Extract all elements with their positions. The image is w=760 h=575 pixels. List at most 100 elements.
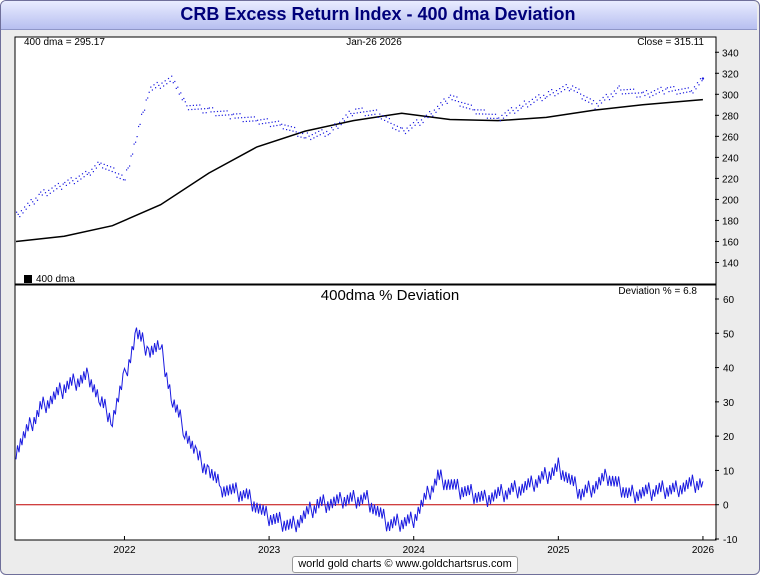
price-point: [678, 89, 680, 91]
price-point: [189, 105, 191, 107]
price-point: [432, 115, 434, 117]
price-point: [689, 91, 691, 93]
price-point: [363, 111, 365, 113]
price-point: [294, 126, 296, 129]
price-point: [46, 195, 48, 197]
price-point: [422, 121, 424, 124]
price-point: [220, 110, 222, 112]
price-point: [73, 183, 75, 185]
page-title: CRB Excess Return Index - 400 dma Deviat…: [180, 4, 576, 24]
price-point: [496, 117, 498, 119]
price-point: [242, 121, 244, 123]
price-point: [372, 109, 374, 112]
price-point: [698, 84, 700, 86]
price-point: [670, 86, 672, 88]
price-point: [316, 135, 318, 137]
price-point: [588, 101, 590, 103]
price-point: [49, 192, 51, 194]
price-point: [77, 180, 79, 182]
price-point: [474, 109, 476, 111]
price-point: [75, 177, 77, 179]
price-point: [541, 100, 543, 102]
price-tick-label: 280: [722, 111, 739, 122]
price-point: [649, 96, 651, 98]
price-point: [693, 86, 696, 88]
price-point: [155, 87, 157, 89]
price-point: [584, 99, 586, 102]
price-point: [318, 130, 320, 132]
price-point: [28, 204, 31, 207]
price-point: [531, 98, 533, 100]
price-point: [181, 99, 183, 101]
price-point: [453, 95, 455, 97]
price-point: [212, 107, 214, 109]
price-point: [457, 101, 460, 103]
price-point: [355, 108, 357, 110]
price-point: [158, 84, 160, 86]
price-point: [326, 130, 328, 133]
price-point: [350, 112, 352, 115]
price-point: [177, 86, 179, 88]
price-point: [634, 92, 636, 94]
price-point: [438, 108, 440, 110]
price-point: [62, 183, 64, 185]
price-point: [167, 77, 170, 80]
price-point: [255, 120, 257, 122]
price-point: [448, 96, 450, 99]
price-point: [351, 115, 353, 117]
x-axis: 2022 2023 2024 2025 2026: [113, 536, 715, 556]
price-point: [660, 86, 662, 88]
price-point: [108, 169, 110, 171]
price-point: [260, 119, 262, 121]
price-point: [172, 82, 174, 84]
price-point: [671, 90, 673, 92]
price-point: [676, 93, 678, 95]
price-point: [210, 111, 212, 113]
price-point: [284, 124, 286, 126]
price-point: [337, 127, 339, 129]
price-point: [417, 122, 419, 124]
price-point: [443, 98, 445, 100]
price-point: [528, 101, 530, 103]
price-point: [600, 102, 603, 104]
price-point: [642, 91, 644, 93]
price-point: [114, 172, 116, 174]
price-tick-label: 240: [722, 153, 739, 164]
x-tick-label: 2022: [113, 545, 136, 556]
price-point: [645, 90, 648, 92]
price-point: [608, 99, 611, 101]
price-point: [483, 109, 485, 111]
price-point: [380, 118, 382, 120]
price-point: [379, 113, 381, 115]
price-point: [331, 127, 333, 129]
dma-readout: 400 dma = 295.17: [24, 37, 105, 48]
price-point: [186, 105, 188, 107]
price-point: [151, 89, 153, 91]
price-point: [617, 87, 619, 89]
price-point: [353, 112, 355, 114]
price-point: [523, 100, 525, 102]
price-point: [395, 129, 397, 131]
x-tick-label: 2025: [547, 545, 570, 556]
price-point: [319, 134, 321, 136]
price-point: [480, 109, 482, 111]
price-point: [40, 191, 42, 193]
price-point: [322, 132, 325, 134]
price-point: [175, 87, 177, 89]
price-point: [356, 112, 358, 114]
price-point: [414, 124, 416, 126]
price-point: [440, 102, 442, 104]
price-point: [241, 117, 243, 119]
price-point: [461, 101, 463, 104]
deviation-tick-label: 20: [723, 432, 735, 443]
price-point: [35, 197, 37, 199]
price-point: [420, 119, 423, 121]
price-point: [435, 111, 437, 113]
price-point: [69, 182, 71, 184]
price-point: [637, 92, 640, 94]
price-point: [502, 117, 505, 119]
price-point: [465, 107, 468, 109]
price-panel: [14, 36, 717, 285]
price-point: [416, 119, 418, 121]
price-point: [83, 176, 85, 178]
